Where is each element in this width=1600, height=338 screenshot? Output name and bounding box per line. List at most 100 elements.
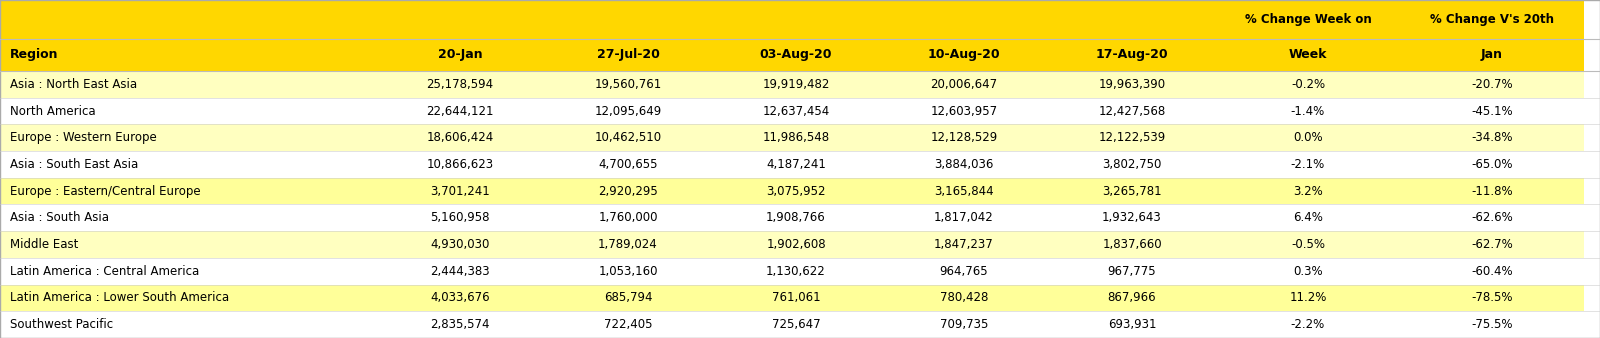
Text: 18,606,424: 18,606,424 [426, 131, 494, 144]
Text: 709,735: 709,735 [939, 318, 989, 331]
Bar [0, 0, 376, 39]
Text: 4,700,655: 4,700,655 [598, 158, 658, 171]
Bar [1400, 258, 1584, 285]
Bar [376, 311, 544, 338]
Text: Latin America : Central America: Latin America : Central America [10, 265, 198, 278]
Bar [880, 285, 1048, 311]
Bar [376, 204, 544, 231]
Bar [376, 231, 544, 258]
Bar [880, 311, 1048, 338]
Bar [1400, 39, 1584, 71]
Text: Latin America : Lower South America: Latin America : Lower South America [10, 291, 229, 305]
Bar [1048, 0, 1216, 39]
Text: Asia : North East Asia: Asia : North East Asia [10, 78, 136, 91]
Bar [1216, 124, 1400, 151]
Bar [712, 39, 880, 71]
Bar [376, 124, 544, 151]
Bar [880, 178, 1048, 204]
Text: 685,794: 685,794 [603, 291, 653, 305]
Bar [1216, 0, 1400, 39]
Bar [376, 151, 544, 178]
Bar [1216, 178, 1400, 204]
Text: 1,847,237: 1,847,237 [934, 238, 994, 251]
Bar [544, 178, 712, 204]
Text: 1,789,024: 1,789,024 [598, 238, 658, 251]
Bar [0, 71, 376, 98]
Bar [712, 0, 880, 39]
Bar [376, 71, 544, 98]
Text: 19,560,761: 19,560,761 [594, 78, 662, 91]
Bar [376, 98, 544, 124]
Text: % Change V's 20th: % Change V's 20th [1430, 13, 1554, 26]
Text: 12,637,454: 12,637,454 [762, 104, 830, 118]
Bar [376, 285, 544, 311]
Text: 10,462,510: 10,462,510 [595, 131, 661, 144]
Text: 11.2%: 11.2% [1290, 291, 1326, 305]
Text: 12,427,568: 12,427,568 [1098, 104, 1166, 118]
Bar [880, 204, 1048, 231]
Text: -78.5%: -78.5% [1472, 291, 1512, 305]
Bar [1400, 0, 1584, 39]
Bar [1216, 0, 1400, 39]
Bar [0, 151, 376, 178]
Text: 3.2%: 3.2% [1293, 185, 1323, 198]
Bar [880, 151, 1048, 178]
Text: 761,061: 761,061 [771, 291, 821, 305]
Bar [1400, 231, 1584, 258]
Bar [0, 124, 376, 151]
Bar [0, 258, 376, 285]
Text: 1,837,660: 1,837,660 [1102, 238, 1162, 251]
Bar [880, 258, 1048, 285]
Bar [1048, 98, 1216, 124]
Text: 20-Jan: 20-Jan [438, 48, 482, 62]
Bar [0, 204, 376, 231]
Text: -34.8%: -34.8% [1472, 131, 1512, 144]
Bar [544, 151, 712, 178]
Text: Middle East: Middle East [10, 238, 78, 251]
Bar [0, 178, 376, 204]
Bar [0, 285, 376, 311]
Bar [712, 71, 880, 98]
Bar [1048, 231, 1216, 258]
Text: 11,986,548: 11,986,548 [763, 131, 829, 144]
Text: 5,160,958: 5,160,958 [430, 211, 490, 224]
Text: 03-Aug-20: 03-Aug-20 [760, 48, 832, 62]
Bar [1400, 311, 1584, 338]
Text: 780,428: 780,428 [939, 291, 989, 305]
Text: -60.4%: -60.4% [1470, 265, 1514, 278]
Text: -20.7%: -20.7% [1470, 78, 1514, 91]
Text: 4,187,241: 4,187,241 [766, 158, 826, 171]
Bar [1216, 258, 1400, 285]
Text: -2.1%: -2.1% [1291, 158, 1325, 171]
Bar [1216, 204, 1400, 231]
Text: 4,033,676: 4,033,676 [430, 291, 490, 305]
Text: 19,963,390: 19,963,390 [1099, 78, 1165, 91]
Text: 1,130,622: 1,130,622 [766, 265, 826, 278]
Text: -62.7%: -62.7% [1470, 238, 1514, 251]
Bar [712, 285, 880, 311]
Text: 2,835,574: 2,835,574 [430, 318, 490, 331]
Bar [1048, 204, 1216, 231]
Text: 722,405: 722,405 [603, 318, 653, 331]
Bar [0, 311, 376, 338]
Bar [544, 311, 712, 338]
Bar [1048, 151, 1216, 178]
Text: Asia : South Asia: Asia : South Asia [10, 211, 109, 224]
Text: -2.2%: -2.2% [1291, 318, 1325, 331]
Bar [1048, 311, 1216, 338]
Text: 867,966: 867,966 [1107, 291, 1157, 305]
Text: 1,902,608: 1,902,608 [766, 238, 826, 251]
Text: 12,122,539: 12,122,539 [1098, 131, 1166, 144]
Text: 967,775: 967,775 [1107, 265, 1157, 278]
Bar [376, 178, 544, 204]
Bar [880, 71, 1048, 98]
Bar [880, 98, 1048, 124]
Bar [1048, 258, 1216, 285]
Bar [1400, 178, 1584, 204]
Bar [0, 231, 376, 258]
Text: 19,919,482: 19,919,482 [762, 78, 830, 91]
Bar [712, 311, 880, 338]
Text: 3,884,036: 3,884,036 [934, 158, 994, 171]
Bar [1216, 285, 1400, 311]
Text: Europe : Western Europe: Europe : Western Europe [10, 131, 157, 144]
